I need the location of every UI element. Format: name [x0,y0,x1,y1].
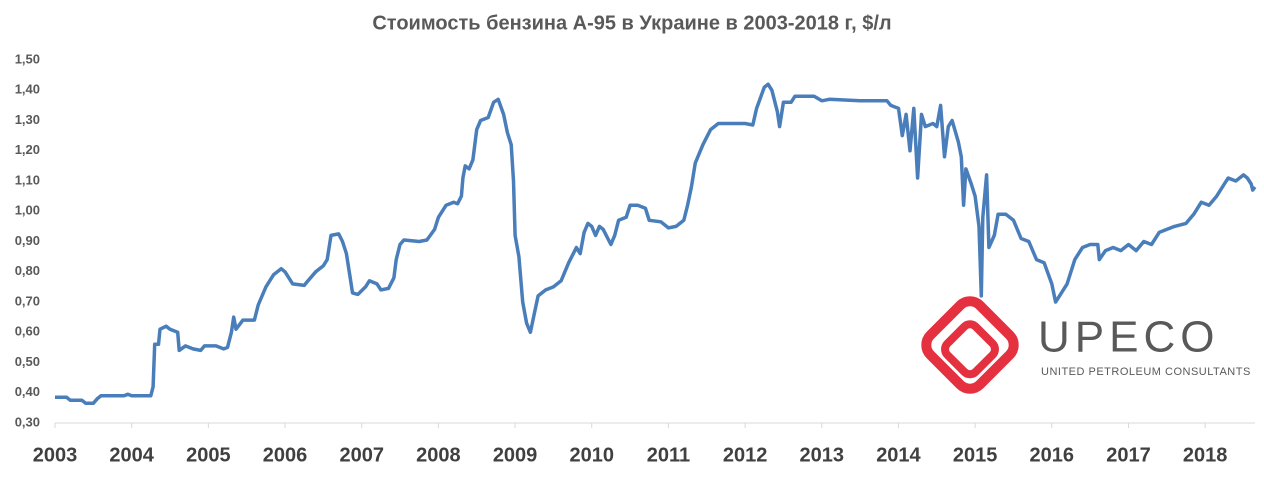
logo-mark [921,296,1019,394]
chart-title: Стоимость бензина А-95 в Украине в 2003-… [372,12,891,34]
y-tick-label: 1,40 [15,82,40,97]
x-tick-label: 2005 [186,444,231,466]
y-tick-label: 1,10 [15,172,40,187]
y-tick-label: 1,50 [15,51,40,66]
x-tick-label: 2004 [109,444,154,466]
logo-name: UPECO [1038,313,1219,362]
logo-tagline: UNITED PETROLEUM CONSULTANTS [1041,366,1251,378]
x-tick-label: 2017 [1106,444,1151,466]
x-tick-label: 2009 [493,444,538,466]
x-tick-label: 2011 [647,444,690,466]
logo: UPECO UNITED PETROLEUM CONSULTANTS [921,296,1251,394]
data-line [55,82,1257,406]
y-tick-label: 0,50 [15,354,40,369]
x-tick-label: 2008 [416,444,461,466]
y-tick-label: 0,80 [15,263,40,278]
x-tick-label: 2016 [1030,444,1075,466]
y-tick-label: 1,00 [15,203,40,218]
x-tick-label: 2003 [33,444,78,466]
x-tick-label: 2012 [723,444,768,466]
y-tick-label: 1,20 [15,142,40,157]
y-tick-label: 0,70 [15,293,40,308]
y-tick-label: 0,90 [15,233,40,248]
x-tick-label: 2015 [953,444,998,466]
y-tick-label: 1,30 [15,112,40,127]
x-tick-label: 2006 [263,444,308,466]
y-tick-label: 0,30 [15,414,40,429]
x-tick-label: 2010 [569,444,614,466]
x-tick-label: 2007 [339,444,384,466]
x-tick-label: 2013 [800,444,845,466]
x-tick-label: 2018 [1183,444,1228,466]
y-tick-label: 0,40 [15,384,40,399]
y-tick-label: 0,60 [15,324,40,339]
x-tick-label: 2014 [876,444,921,466]
